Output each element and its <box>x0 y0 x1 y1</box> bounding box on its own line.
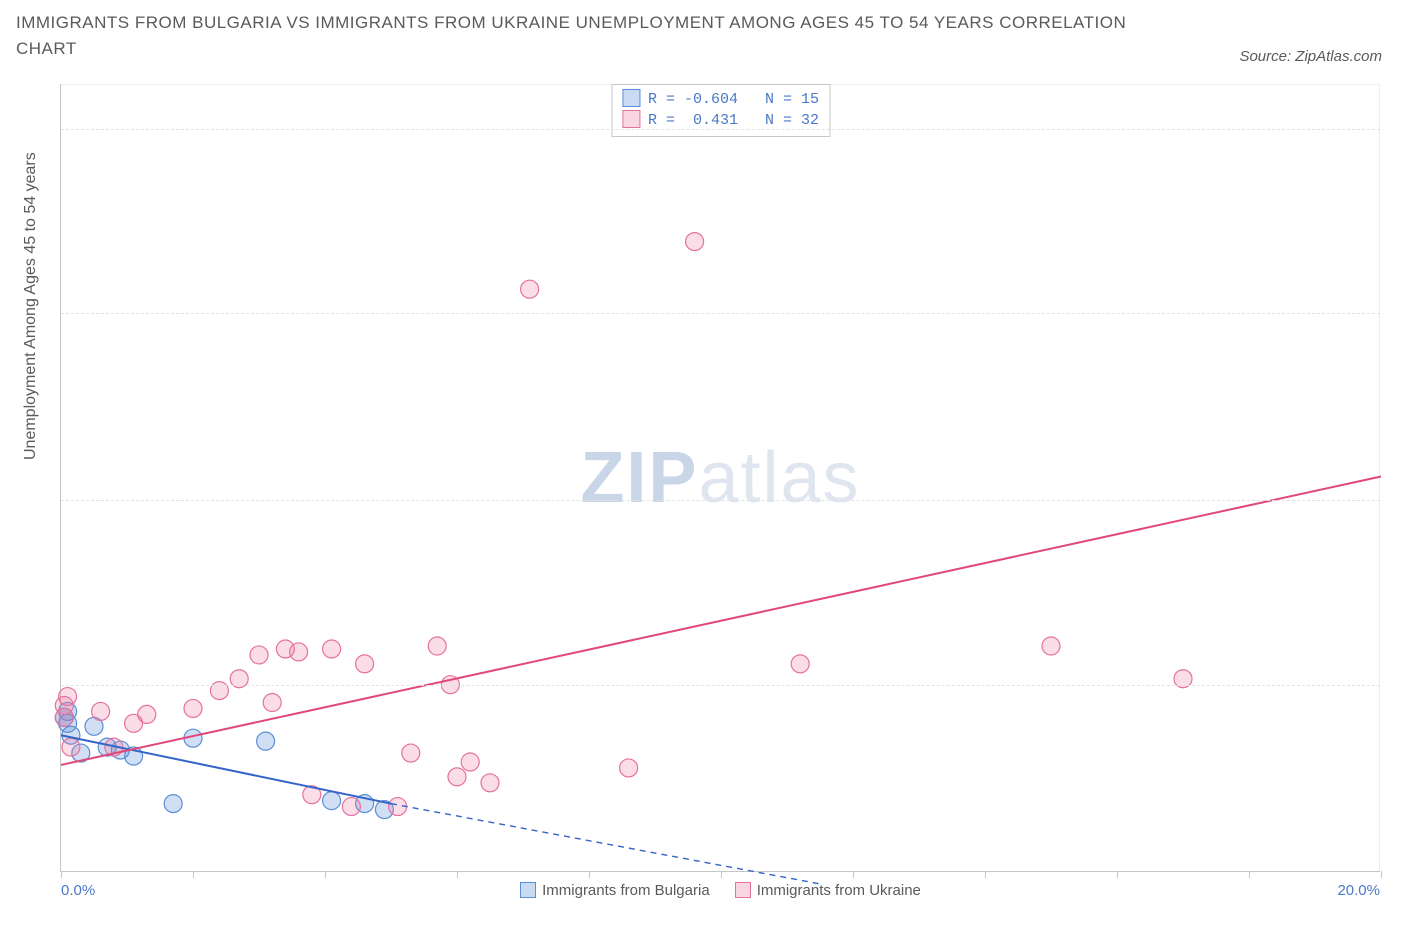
data-point-bulgaria <box>164 795 182 813</box>
scatter-svg <box>61 84 1380 871</box>
x-tick <box>457 871 458 878</box>
trendline-bulgaria <box>61 735 391 803</box>
x-tick <box>193 871 194 878</box>
source-attribution: Source: ZipAtlas.com <box>1239 48 1382 65</box>
x-tick <box>589 871 590 878</box>
data-point-ukraine <box>791 655 809 673</box>
data-point-ukraine <box>59 688 77 706</box>
data-point-ukraine <box>342 798 360 816</box>
gridline-h <box>61 685 1380 686</box>
data-point-ukraine <box>290 643 308 661</box>
data-point-ukraine <box>138 705 156 723</box>
data-point-ukraine <box>323 640 341 658</box>
legend-swatch-bulgaria-2 <box>520 882 536 898</box>
data-point-ukraine <box>461 753 479 771</box>
chart-title: IMMIGRANTS FROM BULGARIA VS IMMIGRANTS F… <box>16 10 1186 61</box>
data-point-ukraine <box>402 744 420 762</box>
data-point-ukraine <box>92 702 110 720</box>
legend-label-bulgaria: Immigrants from Bulgaria <box>542 882 710 899</box>
data-point-bulgaria <box>257 732 275 750</box>
trendline-ukraine <box>61 477 1381 765</box>
x-tick <box>1117 871 1118 878</box>
x-tick <box>1381 871 1382 878</box>
trendline-bulgaria-extrapolated <box>391 804 820 884</box>
y-tick-label: 12.5% <box>1390 490 1406 507</box>
data-point-ukraine <box>250 646 268 664</box>
data-point-ukraine <box>686 233 704 251</box>
data-point-ukraine <box>356 655 374 673</box>
data-point-ukraine <box>62 738 80 756</box>
data-point-bulgaria <box>323 792 341 810</box>
gridline-h <box>61 129 1380 130</box>
y-tick-label: 18.8% <box>1390 303 1406 320</box>
x-tick <box>853 871 854 878</box>
data-point-ukraine <box>481 774 499 792</box>
x-tick <box>721 871 722 878</box>
data-point-ukraine <box>620 759 638 777</box>
y-axis-label: Unemployment Among Ages 45 to 54 years <box>22 152 40 460</box>
y-tick-label: 6.3% <box>1390 675 1406 692</box>
gridline-h <box>61 500 1380 501</box>
data-point-ukraine <box>184 699 202 717</box>
data-point-ukraine <box>1042 637 1060 655</box>
series-legend: Immigrants from Bulgaria Immigrants from… <box>61 882 1380 899</box>
data-point-ukraine <box>428 637 446 655</box>
x-tick <box>1249 871 1250 878</box>
data-point-ukraine <box>521 280 539 298</box>
gridline-h <box>61 313 1380 314</box>
data-point-ukraine <box>448 768 466 786</box>
y-tick-label: 25.0% <box>1390 119 1406 136</box>
data-point-ukraine <box>55 708 73 726</box>
legend-swatch-ukraine-2 <box>735 882 751 898</box>
legend-label-ukraine: Immigrants from Ukraine <box>757 882 921 899</box>
plot-area: ZIPatlas R = -0.604 N = 15 R = 0.431 N =… <box>60 84 1380 872</box>
x-tick <box>325 871 326 878</box>
x-tick <box>985 871 986 878</box>
x-tick <box>61 871 62 878</box>
data-point-ukraine <box>263 694 281 712</box>
